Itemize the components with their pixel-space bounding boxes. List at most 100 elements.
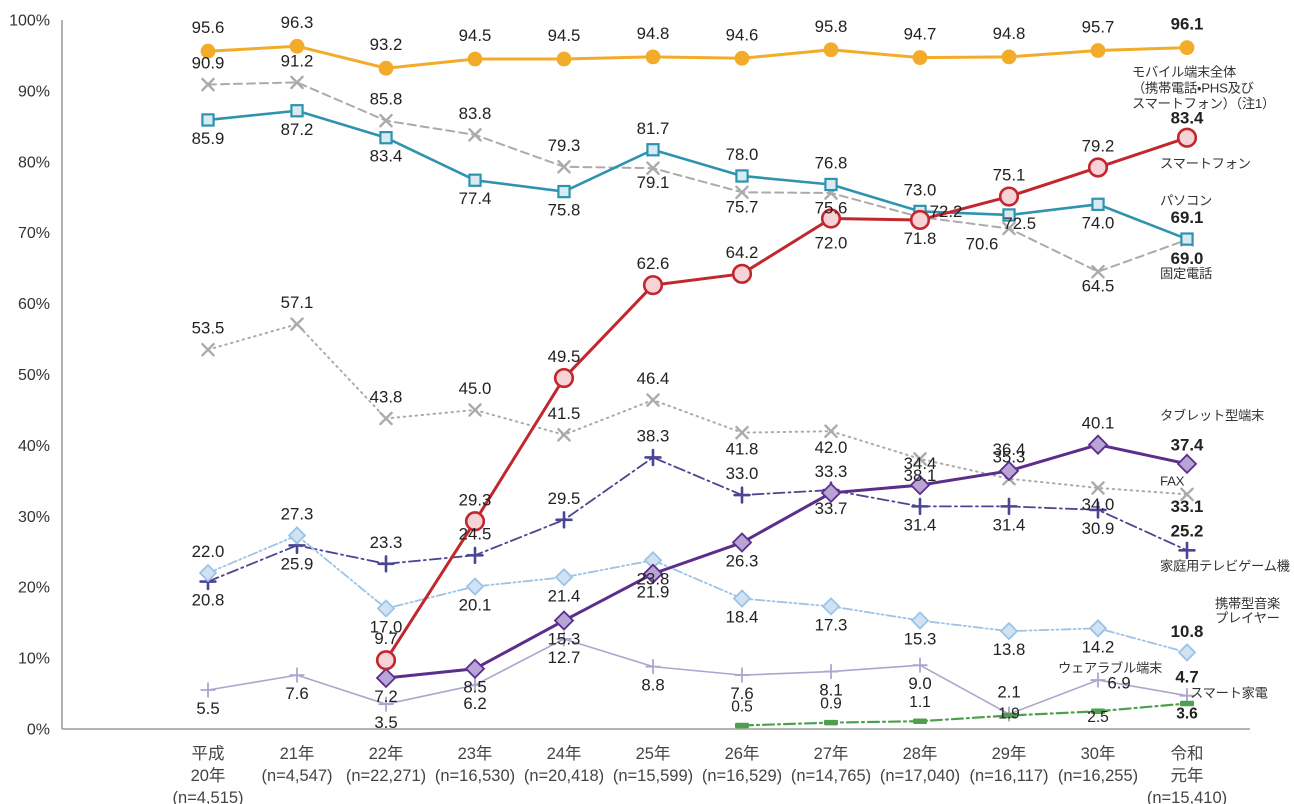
svg-text:7.6: 7.6 [285, 684, 308, 703]
svg-text:パソコン: パソコン [1160, 193, 1212, 208]
svg-text:22.0: 22.0 [192, 542, 225, 561]
svg-text:26年: 26年 [725, 744, 760, 763]
svg-text:33.0: 33.0 [726, 464, 759, 483]
svg-text:91.2: 91.2 [281, 51, 314, 70]
svg-text:29.5: 29.5 [548, 489, 581, 508]
svg-text:(n=14,765): (n=14,765) [791, 767, 871, 785]
svg-text:34.0: 34.0 [1082, 495, 1115, 514]
svg-text:33.1: 33.1 [1171, 497, 1204, 516]
svg-text:0%: 0% [27, 722, 50, 739]
svg-text:72.0: 72.0 [815, 233, 848, 252]
svg-text:95.7: 95.7 [1082, 17, 1115, 36]
svg-text:49.5: 49.5 [548, 347, 581, 366]
svg-text:固定電話: 固定電話 [1160, 266, 1212, 281]
svg-text:22年: 22年 [369, 744, 404, 763]
svg-text:45.0: 45.0 [459, 379, 492, 398]
svg-text:27.3: 27.3 [281, 504, 314, 523]
svg-text:70.6: 70.6 [966, 235, 999, 254]
svg-text:10.8: 10.8 [1171, 622, 1204, 641]
svg-text:64.5: 64.5 [1082, 277, 1115, 296]
svg-text:(n=4,515): (n=4,515) [172, 789, 243, 804]
svg-text:70%: 70% [18, 225, 50, 242]
svg-text:家庭用テレビゲーム機: 家庭用テレビゲーム機 [1160, 558, 1290, 574]
svg-text:43.8: 43.8 [370, 387, 403, 406]
svg-text:平成: 平成 [192, 744, 225, 763]
svg-text:95.6: 95.6 [192, 18, 225, 37]
svg-text:20年: 20年 [191, 766, 226, 785]
svg-text:72.5: 72.5 [1003, 214, 1036, 233]
svg-text:34.4: 34.4 [904, 454, 937, 473]
svg-text:2.1: 2.1 [997, 682, 1020, 701]
svg-text:94.8: 94.8 [637, 24, 670, 43]
svg-text:31.4: 31.4 [904, 515, 937, 534]
svg-text:24.5: 24.5 [459, 524, 492, 543]
svg-text:75.1: 75.1 [993, 166, 1026, 185]
svg-text:90%: 90% [18, 83, 50, 100]
svg-text:(n=4,547): (n=4,547) [261, 767, 332, 785]
svg-text:72.2: 72.2 [930, 202, 963, 221]
svg-text:20%: 20% [18, 580, 50, 597]
svg-text:12.7: 12.7 [548, 648, 581, 667]
svg-text:81.7: 81.7 [637, 119, 670, 138]
svg-text:6.9: 6.9 [1107, 673, 1130, 692]
svg-text:79.1: 79.1 [637, 173, 670, 192]
svg-text:2.5: 2.5 [1087, 709, 1109, 726]
svg-text:25年: 25年 [636, 744, 671, 763]
svg-text:69.1: 69.1 [1171, 208, 1204, 227]
svg-text:87.2: 87.2 [281, 120, 314, 139]
svg-text:令和: 令和 [1171, 744, 1204, 763]
svg-text:57.1: 57.1 [281, 293, 314, 312]
svg-text:23.8: 23.8 [637, 569, 670, 588]
svg-text:41.5: 41.5 [548, 404, 581, 423]
svg-text:94.7: 94.7 [904, 25, 937, 44]
svg-text:29年: 29年 [992, 744, 1027, 763]
svg-text:(n=16,117): (n=16,117) [969, 767, 1048, 785]
svg-text:79.3: 79.3 [548, 136, 581, 155]
svg-text:37.4: 37.4 [1171, 436, 1204, 455]
svg-text:30%: 30% [18, 509, 50, 526]
svg-text:60%: 60% [18, 296, 50, 313]
svg-text:(n=17,040): (n=17,040) [880, 767, 960, 785]
svg-text:80%: 80% [18, 154, 50, 171]
svg-text:73.0: 73.0 [904, 180, 937, 199]
svg-text:50%: 50% [18, 367, 50, 384]
svg-text:元年: 元年 [1171, 766, 1204, 785]
svg-text:79.2: 79.2 [1082, 136, 1115, 155]
svg-text:77.4: 77.4 [459, 189, 492, 208]
svg-text:96.3: 96.3 [281, 13, 314, 32]
svg-text:スマート家電: スマート家電 [1190, 685, 1268, 700]
svg-text:78.0: 78.0 [726, 145, 759, 164]
svg-text:FAX: FAX [1160, 474, 1185, 489]
svg-text:5.5: 5.5 [196, 699, 219, 718]
svg-text:76.8: 76.8 [815, 153, 848, 172]
svg-text:75.8: 75.8 [548, 201, 581, 220]
svg-text:1.1: 1.1 [909, 694, 931, 711]
svg-text:83.4: 83.4 [370, 147, 403, 166]
svg-text:0.5: 0.5 [731, 698, 753, 715]
svg-text:4.7: 4.7 [1175, 667, 1198, 686]
svg-text:(n=16,530): (n=16,530) [435, 767, 515, 785]
svg-text:94.8: 94.8 [993, 24, 1026, 43]
svg-text:64.2: 64.2 [726, 243, 759, 262]
svg-text:83.4: 83.4 [1171, 109, 1204, 128]
svg-text:3.6: 3.6 [1176, 706, 1198, 723]
svg-text:40.1: 40.1 [1082, 414, 1115, 433]
svg-text:42.0: 42.0 [815, 438, 848, 457]
svg-text:94.5: 94.5 [459, 26, 492, 45]
svg-text:40%: 40% [18, 438, 50, 455]
svg-text:71.8: 71.8 [904, 229, 937, 248]
svg-text:90.9: 90.9 [192, 54, 225, 73]
svg-text:83.8: 83.8 [459, 104, 492, 123]
svg-text:94.5: 94.5 [548, 26, 581, 45]
svg-text:17.0: 17.0 [370, 617, 403, 636]
svg-text:33.7: 33.7 [815, 499, 848, 518]
svg-text:31.4: 31.4 [993, 515, 1026, 534]
svg-text:96.1: 96.1 [1171, 15, 1204, 34]
svg-text:36.4: 36.4 [993, 440, 1026, 459]
svg-text:6.2: 6.2 [463, 694, 486, 713]
svg-text:25.9: 25.9 [281, 554, 314, 573]
svg-text:1.9: 1.9 [998, 706, 1020, 723]
svg-text:プレイヤー: プレイヤー [1215, 610, 1280, 625]
svg-text:20.8: 20.8 [192, 591, 225, 610]
svg-text:(n=20,418): (n=20,418) [524, 767, 604, 785]
